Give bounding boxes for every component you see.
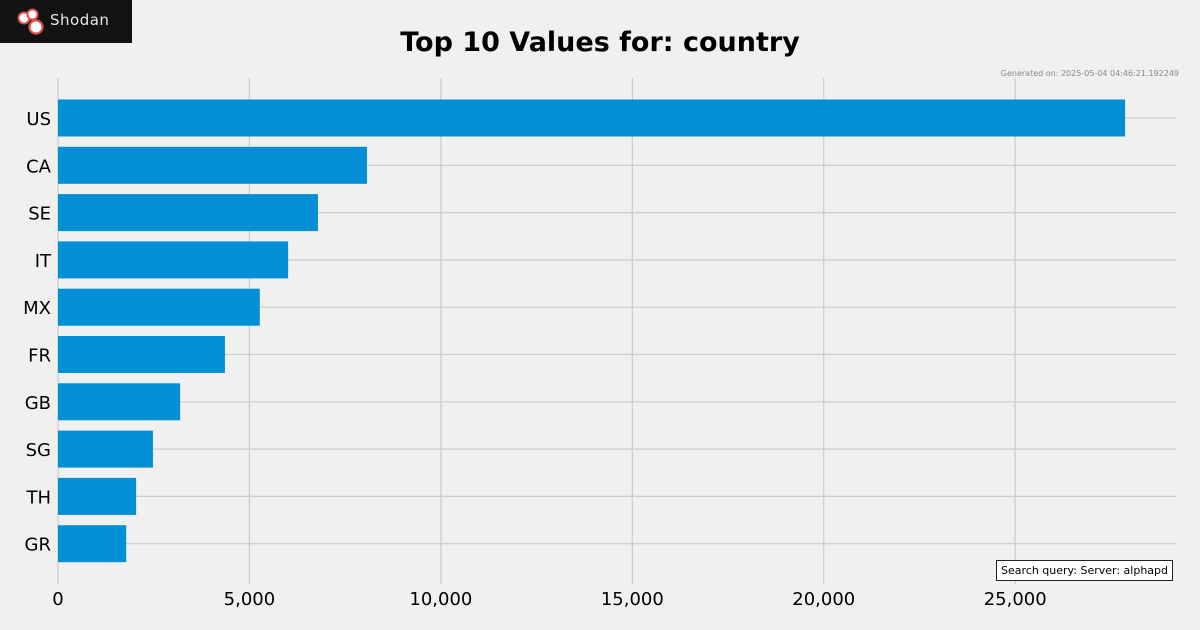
bar: [58, 241, 289, 279]
x-tick-label: 0: [52, 589, 63, 610]
x-tick-label: 15,000: [601, 589, 664, 610]
x-tick-label: 25,000: [984, 589, 1047, 610]
shodan-logo: Shodan: [0, 0, 132, 43]
bar: [58, 477, 137, 515]
y-tick-label: US: [26, 109, 51, 130]
shodan-logo-icon: [17, 8, 44, 35]
y-tick-label: SG: [26, 440, 51, 461]
y-tick-label: CA: [26, 156, 52, 177]
y-tick-label: FR: [28, 346, 51, 367]
chart-title: Top 10 Values for: country: [400, 27, 800, 58]
x-tick-label: 10,000: [409, 589, 472, 610]
bar: [58, 99, 1126, 137]
y-tick-label: IT: [35, 251, 52, 272]
bar: [58, 194, 318, 232]
generated-timestamp: Generated on: 2025-05-04 04:46:21.192249: [1000, 69, 1179, 78]
bar: [58, 525, 127, 563]
bar: [58, 146, 367, 184]
x-tick-label: 5,000: [224, 589, 276, 610]
y-tick-label: GB: [25, 393, 51, 414]
y-tick-label: MX: [23, 298, 51, 319]
y-tick-label: TH: [25, 487, 51, 508]
y-tick-label: SE: [28, 204, 51, 225]
search-query-box: Search query: Server: alphapd: [996, 560, 1173, 581]
bar: [58, 383, 181, 421]
bar: [58, 336, 225, 373]
y-tick-label: GR: [25, 535, 51, 556]
bar: [58, 288, 260, 326]
shodan-logo-text: Shodan: [50, 11, 110, 29]
bar: [58, 430, 153, 468]
x-tick-label: 20,000: [792, 589, 855, 610]
